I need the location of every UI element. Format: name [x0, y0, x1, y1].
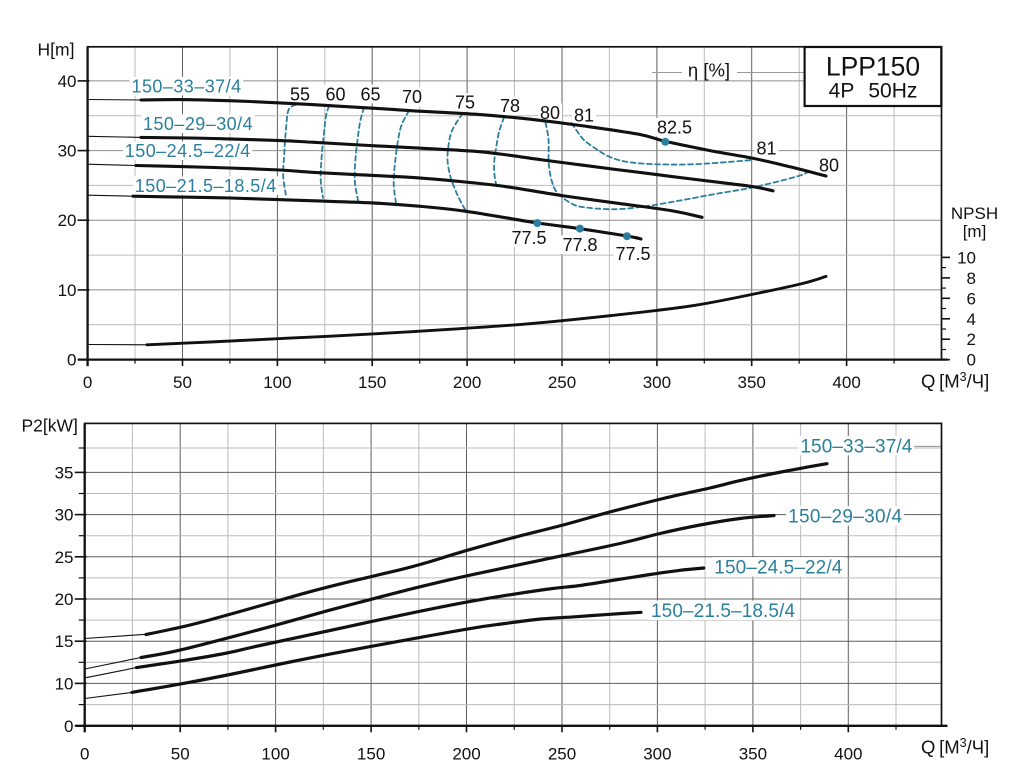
svg-text:82.5: 82.5: [657, 118, 692, 138]
svg-text:80: 80: [819, 156, 839, 176]
svg-text:150: 150: [358, 373, 386, 392]
svg-text:81: 81: [756, 139, 776, 159]
svg-text:150–21.5–18.5/4: 150–21.5–18.5/4: [651, 601, 795, 622]
svg-text:100: 100: [261, 744, 289, 763]
svg-text:400: 400: [834, 744, 862, 763]
svg-text:81: 81: [574, 106, 594, 126]
svg-text:150–33–37/4: 150–33–37/4: [132, 77, 242, 97]
svg-text:[m]: [m]: [963, 222, 987, 241]
svg-text:250: 250: [548, 744, 576, 763]
svg-text:300: 300: [643, 744, 671, 763]
svg-text:η [%]: η [%]: [688, 60, 730, 81]
svg-text:75: 75: [455, 93, 475, 113]
svg-text:70: 70: [402, 87, 422, 107]
svg-text:55: 55: [290, 84, 310, 104]
svg-text:30: 30: [58, 142, 77, 161]
svg-text:20: 20: [55, 590, 74, 609]
svg-text:35: 35: [55, 463, 74, 482]
svg-text:Q [М3/Ч]: Q [М3/Ч]: [921, 736, 989, 758]
svg-text:0: 0: [67, 351, 76, 370]
svg-text:NPSH: NPSH: [951, 204, 998, 223]
svg-text:80: 80: [540, 103, 560, 123]
svg-text:10: 10: [55, 674, 74, 693]
svg-text:0: 0: [80, 744, 89, 763]
svg-text:400: 400: [832, 373, 860, 392]
svg-text:20: 20: [58, 211, 77, 230]
svg-text:LPP150: LPP150: [826, 52, 920, 82]
svg-text:15: 15: [55, 632, 74, 651]
svg-text:350: 350: [739, 744, 767, 763]
svg-text:50: 50: [171, 744, 190, 763]
svg-text:0: 0: [64, 717, 73, 736]
svg-text:150: 150: [357, 744, 385, 763]
svg-text:H[m]: H[m]: [38, 40, 75, 60]
svg-text:10: 10: [58, 281, 77, 300]
svg-text:25: 25: [55, 548, 74, 567]
svg-text:150–29–30/4: 150–29–30/4: [143, 114, 253, 134]
svg-text:200: 200: [452, 744, 480, 763]
svg-text:200: 200: [453, 373, 481, 392]
svg-text:77.5: 77.5: [511, 228, 546, 248]
svg-text:0: 0: [967, 351, 976, 370]
svg-text:P2[kW]: P2[kW]: [22, 416, 78, 436]
svg-text:78: 78: [500, 96, 520, 116]
svg-text:250: 250: [548, 373, 576, 392]
svg-text:Q [М3/Ч]: Q [М3/Ч]: [921, 370, 989, 392]
svg-text:100: 100: [263, 373, 291, 392]
svg-text:350: 350: [738, 373, 766, 392]
svg-text:30: 30: [55, 506, 74, 525]
svg-text:4: 4: [967, 310, 976, 329]
svg-text:150–24.5–22/4: 150–24.5–22/4: [125, 141, 251, 161]
svg-text:77.8: 77.8: [562, 235, 597, 255]
svg-text:300: 300: [643, 373, 671, 392]
svg-text:8: 8: [967, 269, 976, 288]
svg-text:40: 40: [58, 72, 77, 91]
svg-text:6: 6: [967, 289, 976, 308]
svg-text:60: 60: [325, 84, 345, 104]
svg-text:150–29–30/4: 150–29–30/4: [788, 507, 902, 528]
svg-text:10: 10: [957, 248, 976, 267]
svg-text:65: 65: [360, 84, 380, 104]
svg-text:150–21.5–18.5/4: 150–21.5–18.5/4: [135, 176, 277, 196]
svg-text:50: 50: [173, 373, 192, 392]
svg-text:2: 2: [967, 330, 976, 349]
svg-text:150–33–37/4: 150–33–37/4: [800, 436, 912, 457]
svg-text:77.5: 77.5: [615, 244, 650, 264]
svg-text:4P 50Hz: 4P 50Hz: [829, 80, 918, 103]
svg-text:0: 0: [83, 373, 92, 392]
svg-text:150–24.5–22/4: 150–24.5–22/4: [714, 558, 842, 579]
